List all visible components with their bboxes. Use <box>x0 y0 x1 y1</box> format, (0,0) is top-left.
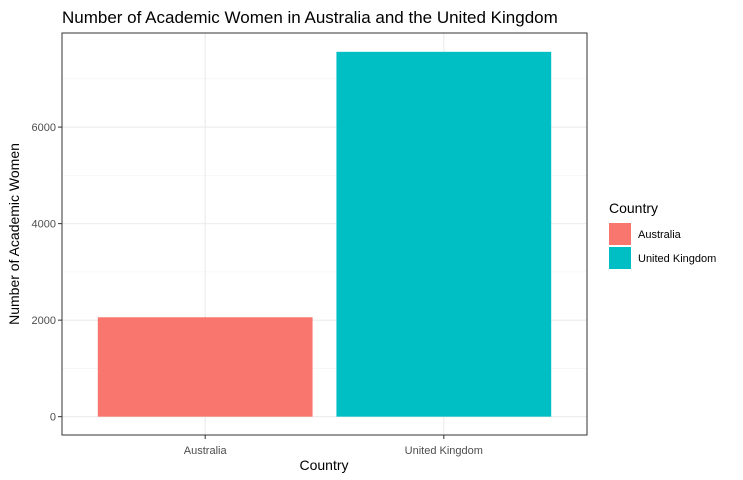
legend-swatch <box>609 223 631 245</box>
legend-label: United Kingdom <box>638 253 716 265</box>
x-axis-title: Country <box>299 457 348 473</box>
y-tick-label: 4000 <box>32 219 56 231</box>
x-tick-label: United Kingdom <box>405 445 483 457</box>
y-axis-title: Number of Academic Women <box>6 143 22 325</box>
y-tick-label: 0 <box>50 412 56 424</box>
legend-swatch <box>609 247 631 269</box>
y-tick-label: 2000 <box>32 315 56 327</box>
plot-panel <box>61 32 588 436</box>
legend-label: Australia <box>638 229 682 241</box>
legend-items: Australia United Kingdom <box>609 223 716 269</box>
bar-united-kingdom <box>336 51 552 417</box>
plot-border <box>61 32 588 436</box>
y-axis: 0 2000 4000 6000 <box>32 122 62 424</box>
bar-australia <box>97 317 313 417</box>
legend: Country Australia United Kingdom <box>609 200 716 269</box>
y-tick-label: 6000 <box>32 122 56 134</box>
x-tick-label: Australia <box>184 445 228 457</box>
x-axis: Australia United Kingdom <box>184 435 483 457</box>
bars <box>97 51 552 417</box>
chart-title: Number of Academic Women in Australia an… <box>62 8 558 27</box>
legend-title: Country <box>609 200 658 216</box>
